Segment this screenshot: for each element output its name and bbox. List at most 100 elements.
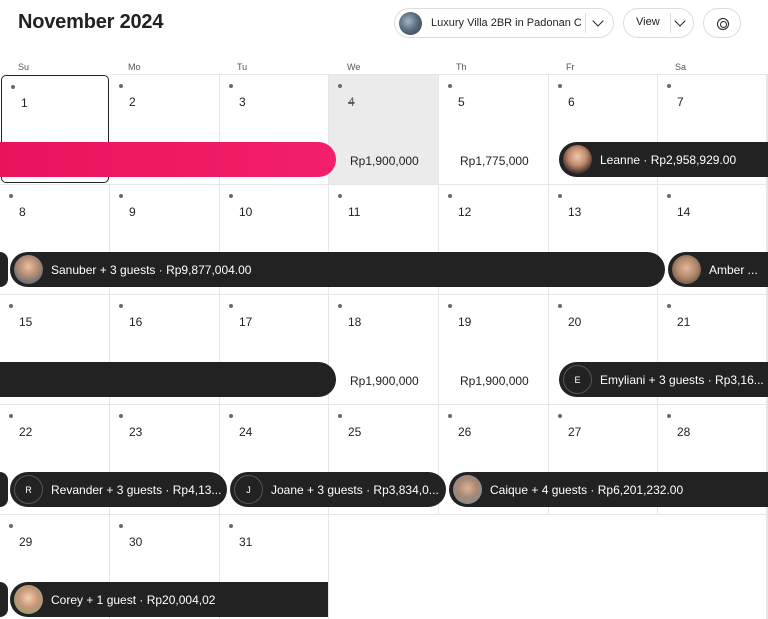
status-dot [558,84,562,88]
guest-avatar [563,145,592,174]
status-dot [667,84,671,88]
weekday-thursday: Th [456,62,467,72]
day-number: 18 [348,315,362,329]
reservation-label: Emyliani + 3 guests · Rp3,16... [600,372,764,387]
status-dot [9,524,13,528]
day-number: 9 [129,205,136,219]
reservation-bar-amber[interactable]: Amber ... [668,252,768,287]
reservation-label: Revander + 3 guests · Rp4,13... [51,482,222,497]
day-number: 12 [458,205,472,219]
nightly-price: Rp1,900,000 [350,374,419,388]
day-number: 2 [129,95,136,109]
day-number: 13 [568,205,582,219]
day-number: 25 [348,425,362,439]
reservation-bar-leanne[interactable]: Leanne · Rp2,958,929.00 [559,142,768,177]
reservation-bar-sanuber[interactable]: Sanuber + 3 guests · Rp9,877,004.00 [10,252,665,287]
status-dot [338,304,342,308]
chevron-down-icon [674,15,686,27]
listing-thumbnail-icon [399,11,422,35]
reservation-label: Corey + 1 guest · Rp20,004,02 [51,592,216,607]
day-number: 5 [458,95,465,109]
settings-icon [717,18,729,30]
day-number: 17 [239,315,253,329]
day-number: 26 [458,425,472,439]
guest-initial-avatar: E [563,365,592,394]
reservation-bar-caique[interactable]: Caique + 4 guests · Rp6,201,232.00 [449,472,768,507]
status-dot [558,414,562,418]
grid-edge [766,74,768,619]
status-dot [338,414,342,418]
reservation-label: Caique + 4 guests · Rp6,201,232.00 [490,482,684,497]
day-cell-19[interactable]: 19 Rp1,900,000 [439,294,549,404]
day-number: 10 [239,205,253,219]
status-dot [229,414,233,418]
settings-button[interactable] [703,8,741,38]
status-dot [119,304,123,308]
calendar-header: November 2024 Luxury Villa 2BR in Padona… [0,0,768,60]
day-number: 20 [568,315,582,329]
weekday-sunday: Su [18,62,30,72]
weekday-wednesday: We [347,62,361,72]
view-button[interactable]: View [623,8,694,38]
status-dot [11,85,15,89]
status-dot [448,84,452,88]
nightly-price: Rp1,900,000 [460,374,529,388]
reservation-bar-emyliani[interactable]: E Emyliani + 3 guests · Rp3,16... [559,362,768,397]
status-dot [229,304,233,308]
day-number: 31 [239,535,253,549]
day-number: 6 [568,95,575,109]
reservation-bar-corey[interactable]: Corey + 1 guest · Rp20,004,02 [10,582,328,617]
status-dot [667,414,671,418]
weekday-monday: Mo [128,62,141,72]
day-number: 1 [21,96,28,110]
divider [670,13,671,33]
status-dot [119,84,123,88]
calendar-grid: 1 2 3 4 Rp1,900,000 5 Rp1,775,000 6 7 8 … [0,74,768,619]
status-dot [119,524,123,528]
status-dot [558,194,562,198]
month-title: November 2024 [18,11,164,33]
day-number: 15 [19,315,33,329]
weekday-saturday: Sa [675,62,687,72]
status-dot [448,414,452,418]
day-number: 4 [348,95,355,109]
guest-initial-avatar: J [234,475,263,504]
chevron-down-icon [592,15,604,27]
reservation-bar-continuation[interactable] [0,582,8,617]
day-number: 22 [19,425,33,439]
status-dot [448,304,452,308]
view-label: View [636,16,660,28]
selected-range-bar[interactable] [0,142,336,177]
divider [585,13,586,33]
reservation-bar-continuation[interactable] [0,252,8,287]
day-number: 14 [677,205,691,219]
listing-selector[interactable]: Luxury Villa 2BR in Padonan C... [394,8,614,38]
day-number: 16 [129,315,143,329]
reservation-bar-revander[interactable]: R Revander + 3 guests · Rp4,13... [10,472,227,507]
reservation-bar-joane[interactable]: J Joane + 3 guests · Rp3,834,0... [230,472,446,507]
day-number: 11 [348,205,361,219]
day-number: 24 [239,425,253,439]
guest-avatar [14,255,43,284]
reservation-bar-continuation[interactable] [0,472,8,507]
day-number: 28 [677,425,691,439]
reservation-bar-continuation[interactable] [0,362,336,397]
status-dot [9,304,13,308]
status-dot [229,194,233,198]
status-dot [667,194,671,198]
day-number: 19 [458,315,472,329]
guest-initial-avatar: R [14,475,43,504]
nightly-price: Rp1,775,000 [460,154,529,168]
status-dot [667,304,671,308]
nightly-price: Rp1,900,000 [350,154,419,168]
day-number: 8 [19,205,26,219]
day-cell-4[interactable]: 4 Rp1,900,000 [329,74,439,184]
day-number: 23 [129,425,143,439]
weekday-header: Su Mo Tu We Th Fr Sa [0,60,768,74]
day-number: 7 [677,95,684,109]
reservation-label: Sanuber + 3 guests · Rp9,877,004.00 [51,262,252,277]
reservation-label: Leanne · Rp2,958,929.00 [600,152,737,167]
day-cell-5[interactable]: 5 Rp1,775,000 [439,74,549,184]
day-cell-18[interactable]: 18 Rp1,900,000 [329,294,439,404]
reservation-label: Joane + 3 guests · Rp3,834,0... [271,482,439,497]
